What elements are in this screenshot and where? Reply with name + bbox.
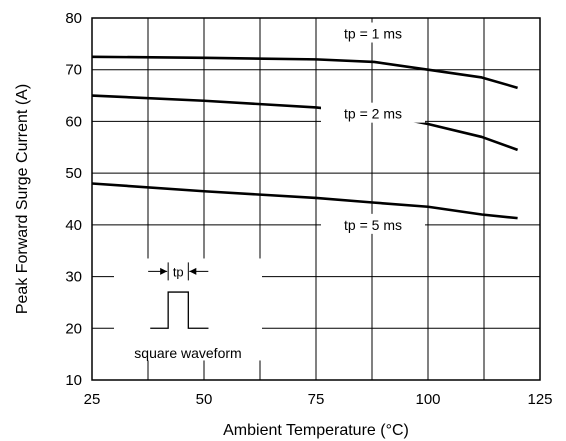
y-axis-label: Peak Forward Surge Current (A) <box>14 84 31 314</box>
y-tick-label: 10 <box>65 372 82 389</box>
series-label: tp = 1 ms <box>344 26 402 42</box>
series-label-background <box>321 102 425 123</box>
series-line <box>91 55 518 90</box>
series-label-background <box>321 22 425 43</box>
y-tick-label: 60 <box>65 113 82 130</box>
tick-labels: 25 50 75 100 125 10 20 30 40 50 60 70 80 <box>65 10 552 408</box>
y-tick-label: 30 <box>65 269 82 286</box>
series-line <box>91 182 518 220</box>
grid <box>92 18 540 380</box>
pulse-width-label: tp <box>173 264 184 279</box>
plot-frame <box>91 17 541 381</box>
square-pulse <box>150 291 209 329</box>
square-waveform-inset: tp square waveform <box>114 258 262 361</box>
series-label-background <box>321 213 425 234</box>
x-tick-label: 25 <box>84 391 101 408</box>
y-tick-label: 80 <box>65 10 82 27</box>
series-label: tp = 5 ms <box>344 217 402 233</box>
series-label: tp = 2 ms <box>344 106 402 122</box>
y-tick-label: 50 <box>65 165 82 182</box>
arrow-head <box>160 267 168 275</box>
series-line <box>91 94 519 152</box>
y-tick-label: 70 <box>65 62 82 79</box>
x-tick-label: 75 <box>308 391 325 408</box>
y-tick-label: 20 <box>65 320 82 337</box>
arrow-head <box>189 267 197 275</box>
x-tick-label: 100 <box>415 391 440 408</box>
y-tick-label: 40 <box>65 217 82 234</box>
series-lines: tp = 1 ms tp = 2 ms tp = 5 ms <box>91 22 519 234</box>
x-tick-label: 50 <box>196 391 213 408</box>
inset-caption: square waveform <box>134 345 241 361</box>
x-axis-label: Ambient Temperature (°C) <box>223 422 409 439</box>
x-tick-label: 125 <box>527 391 552 408</box>
